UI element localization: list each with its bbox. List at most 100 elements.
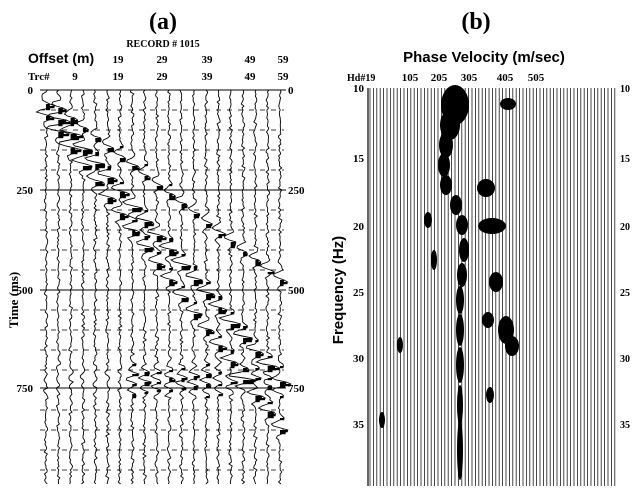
- trace-fill: [169, 280, 174, 283]
- trace-fill: [243, 338, 253, 341]
- trace-fill: [132, 396, 137, 399]
- trace-fill: [193, 284, 199, 287]
- trace-fill: [156, 236, 163, 239]
- dispersion-energy-blob: [439, 132, 453, 158]
- trace-fill: [107, 182, 114, 185]
- trace-fill: [58, 124, 63, 127]
- trace-fill: [169, 268, 173, 271]
- trace-waveform: [158, 89, 180, 485]
- velocity-tick: 205: [431, 72, 448, 84]
- trace-fill: [144, 178, 151, 181]
- trace-fill: [193, 388, 198, 391]
- trace-fill: [156, 252, 162, 255]
- trace-fill: [132, 374, 139, 377]
- trace-fill: [107, 180, 118, 183]
- trace-fill: [267, 388, 272, 391]
- trace-fill: [119, 158, 126, 161]
- trace-fill: [107, 202, 114, 205]
- frequency-tick-right: 10: [620, 84, 630, 95]
- trace-fill: [255, 340, 259, 343]
- trace-fill: [230, 364, 239, 367]
- dispersion-energy-blob: [457, 263, 467, 287]
- trace-fill: [144, 238, 149, 241]
- trace-fill: [206, 226, 212, 229]
- dispersion-energy-blob: [440, 175, 452, 195]
- velocity-tick: 305: [461, 72, 478, 84]
- trc-tick: 29: [157, 71, 169, 83]
- dispersion-energy-blob: [500, 98, 516, 110]
- offset-tick: 19: [113, 54, 125, 66]
- trace-fill: [206, 224, 213, 227]
- trace-fill: [243, 380, 256, 383]
- trace-fill: [218, 234, 226, 237]
- frequency-tick-right: 35: [620, 420, 630, 431]
- trace-waveform: [170, 89, 192, 485]
- panel-b-label: (b): [461, 9, 490, 35]
- trace-fill: [218, 336, 222, 339]
- trace-fill: [280, 366, 284, 369]
- trace-waveform: [97, 89, 119, 485]
- trace-fill: [181, 254, 186, 257]
- trace-fill: [230, 246, 235, 249]
- trace-fill: [169, 238, 173, 241]
- trace-waveform: [218, 89, 241, 485]
- trace-fill: [107, 168, 111, 171]
- trace-fill: [156, 240, 162, 243]
- trace-fill: [132, 220, 138, 223]
- velocity-tick-labels: 105 205 305 405 505: [402, 72, 545, 84]
- trace-fill: [193, 268, 197, 271]
- record-label: RECORD # 1015: [126, 39, 199, 50]
- trace-fill: [95, 138, 101, 141]
- dispersion-energy: [379, 85, 519, 480]
- dispersion-energy-blob: [456, 347, 464, 383]
- trace-fill: [218, 296, 222, 299]
- trace-waveform: [58, 89, 85, 485]
- trace-fill: [132, 210, 142, 213]
- trace-fill: [181, 266, 191, 269]
- trace-fill: [181, 388, 187, 391]
- trace-fill: [255, 262, 261, 265]
- trace-fill: [107, 148, 114, 151]
- trace-fill: [169, 380, 176, 383]
- trace-fill: [58, 110, 67, 113]
- trace-fill: [95, 168, 99, 171]
- trace-fill: [218, 298, 223, 301]
- trace-fill: [193, 378, 198, 381]
- dispersion-energy-blob: [478, 218, 506, 234]
- trace-fill: [95, 152, 99, 155]
- trace-fill: [280, 280, 285, 283]
- frequency-tick-right: 25: [620, 288, 630, 299]
- trace-fill: [243, 368, 248, 371]
- dispersion-energy-blob: [456, 286, 464, 314]
- dispersion-energy-blob: [457, 420, 463, 480]
- trace-fill: [181, 208, 185, 211]
- trace-fill: [230, 324, 241, 327]
- trace-fill: [218, 312, 226, 315]
- trace-fill: [70, 138, 80, 141]
- trace-fill: [206, 334, 210, 337]
- trace-fill: [218, 372, 222, 375]
- dispersion-energy-blob: [431, 250, 437, 270]
- time-tick-right: 0: [288, 85, 294, 97]
- trace-fill: [267, 370, 273, 373]
- trace-fill: [193, 282, 203, 285]
- dispersion-energy-blob: [457, 385, 463, 425]
- trace-fill: [206, 384, 210, 387]
- time-tick-marks: [40, 109, 284, 471]
- frequency-tick-right: 15: [620, 154, 630, 165]
- trace-fill: [255, 396, 262, 399]
- trace-fill: [181, 300, 189, 303]
- trace-fill: [230, 350, 234, 353]
- trace-fill: [46, 118, 55, 121]
- trace-fill: [206, 332, 215, 335]
- trace-fill: [218, 310, 227, 313]
- dispersion-image: [367, 85, 619, 486]
- trace-fill: [58, 136, 64, 139]
- trace-fill: [206, 386, 211, 389]
- trace-fill: [267, 416, 274, 419]
- trace-waveform: [245, 89, 267, 485]
- trace-fill: [132, 166, 138, 169]
- trace-fill: [95, 166, 105, 169]
- trace-fill: [144, 392, 149, 395]
